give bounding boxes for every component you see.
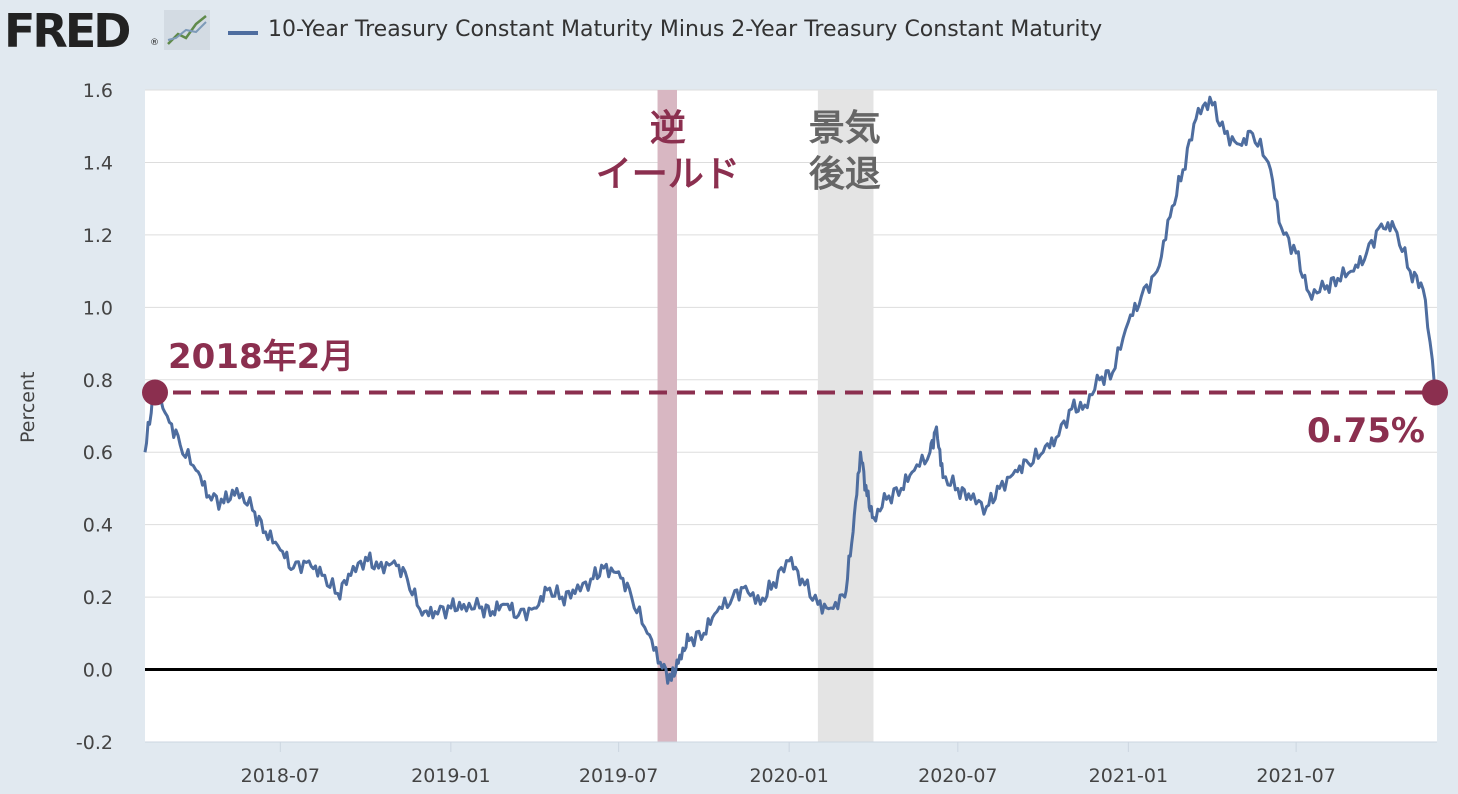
y-tick-label: 0.6 (83, 442, 113, 464)
start-date-label: 2018年2月 (168, 337, 354, 377)
end-marker (1422, 379, 1448, 406)
inverted-yield-label: イールド (596, 154, 740, 195)
fred-logo[interactable]: FRED (4, 4, 131, 58)
end-value-label: 0.75% (1307, 411, 1425, 451)
y-tick-label: 1.6 (83, 80, 113, 102)
plot-area (145, 90, 1437, 742)
recession-label: 景気 (809, 108, 881, 149)
y-tick-label: -0.2 (76, 732, 113, 754)
x-tick-label: 2020-01 (749, 765, 828, 787)
y-tick-label: 1.4 (83, 152, 113, 174)
header: FRED ® 10-Year Treasury Constant Maturit… (0, 0, 1458, 70)
legend-series-name: 10-Year Treasury Constant Maturity Minus… (268, 17, 1103, 42)
x-tick-label: 2019-07 (579, 765, 658, 787)
x-tick-label: 2020-07 (918, 765, 997, 787)
chart-icon (164, 10, 210, 50)
y-tick-label: 0.0 (83, 660, 113, 682)
recession-label: 後退 (809, 154, 881, 195)
recession-band (817, 90, 874, 742)
inverted-yield-band (657, 90, 677, 742)
y-tick-label: 1.0 (83, 297, 113, 319)
x-tick-label: 2019-01 (411, 765, 490, 787)
series-line (143, 95, 1439, 685)
y-tick-label: 0.8 (83, 370, 113, 392)
x-tick-label: 2021-07 (1256, 765, 1335, 787)
inverted-yield-label: 逆 (650, 108, 686, 149)
y-tick-label: 0.4 (83, 515, 113, 537)
legend-series-swatch (228, 31, 258, 35)
y-tick-label: 0.2 (83, 587, 113, 609)
x-tick-label: 2018-07 (241, 765, 320, 787)
y-tick-label: 1.2 (83, 225, 113, 247)
start-marker (142, 379, 168, 406)
registered-mark: ® (150, 38, 159, 48)
x-tick-label: 2021-01 (1089, 765, 1168, 787)
